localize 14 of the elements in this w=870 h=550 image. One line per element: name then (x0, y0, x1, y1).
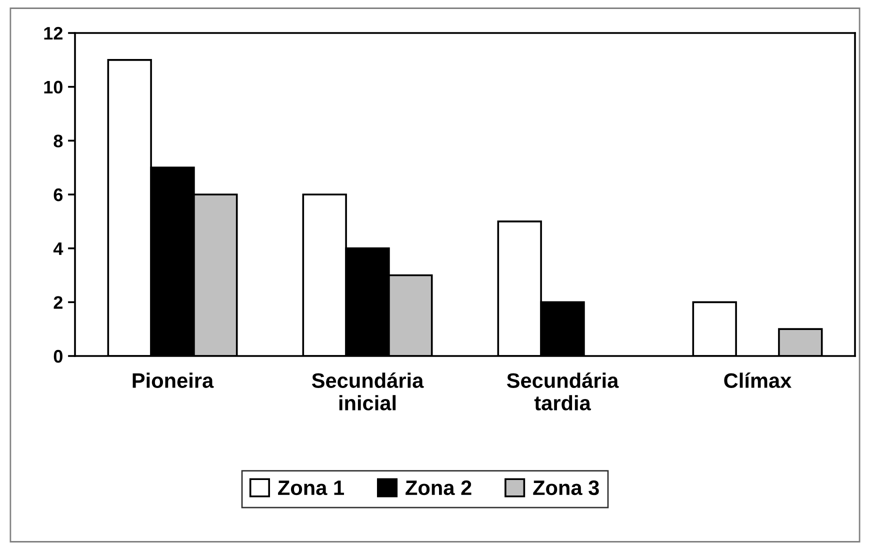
legend-label: Zona 2 (406, 480, 472, 496)
y-tick-label: 0 (54, 350, 62, 363)
y-tick-label: 6 (54, 188, 63, 202)
y-tick-label: 12 (44, 26, 62, 40)
x-tick-label: Secundária inicial (312, 372, 424, 410)
x-tick-label: Clímax (724, 372, 792, 388)
y-tick-label: 2 (54, 296, 62, 309)
y-tick-label: 4 (53, 242, 64, 255)
y-tick-label: 10 (44, 80, 62, 94)
x-tick-label: Pioneira (132, 372, 214, 388)
x-tick-label: Secundária tardia (506, 372, 619, 410)
legend-label: Zona 3 (533, 480, 599, 496)
legend-label: Zona 1 (278, 480, 344, 496)
y-tick-label: 8 (54, 134, 63, 148)
